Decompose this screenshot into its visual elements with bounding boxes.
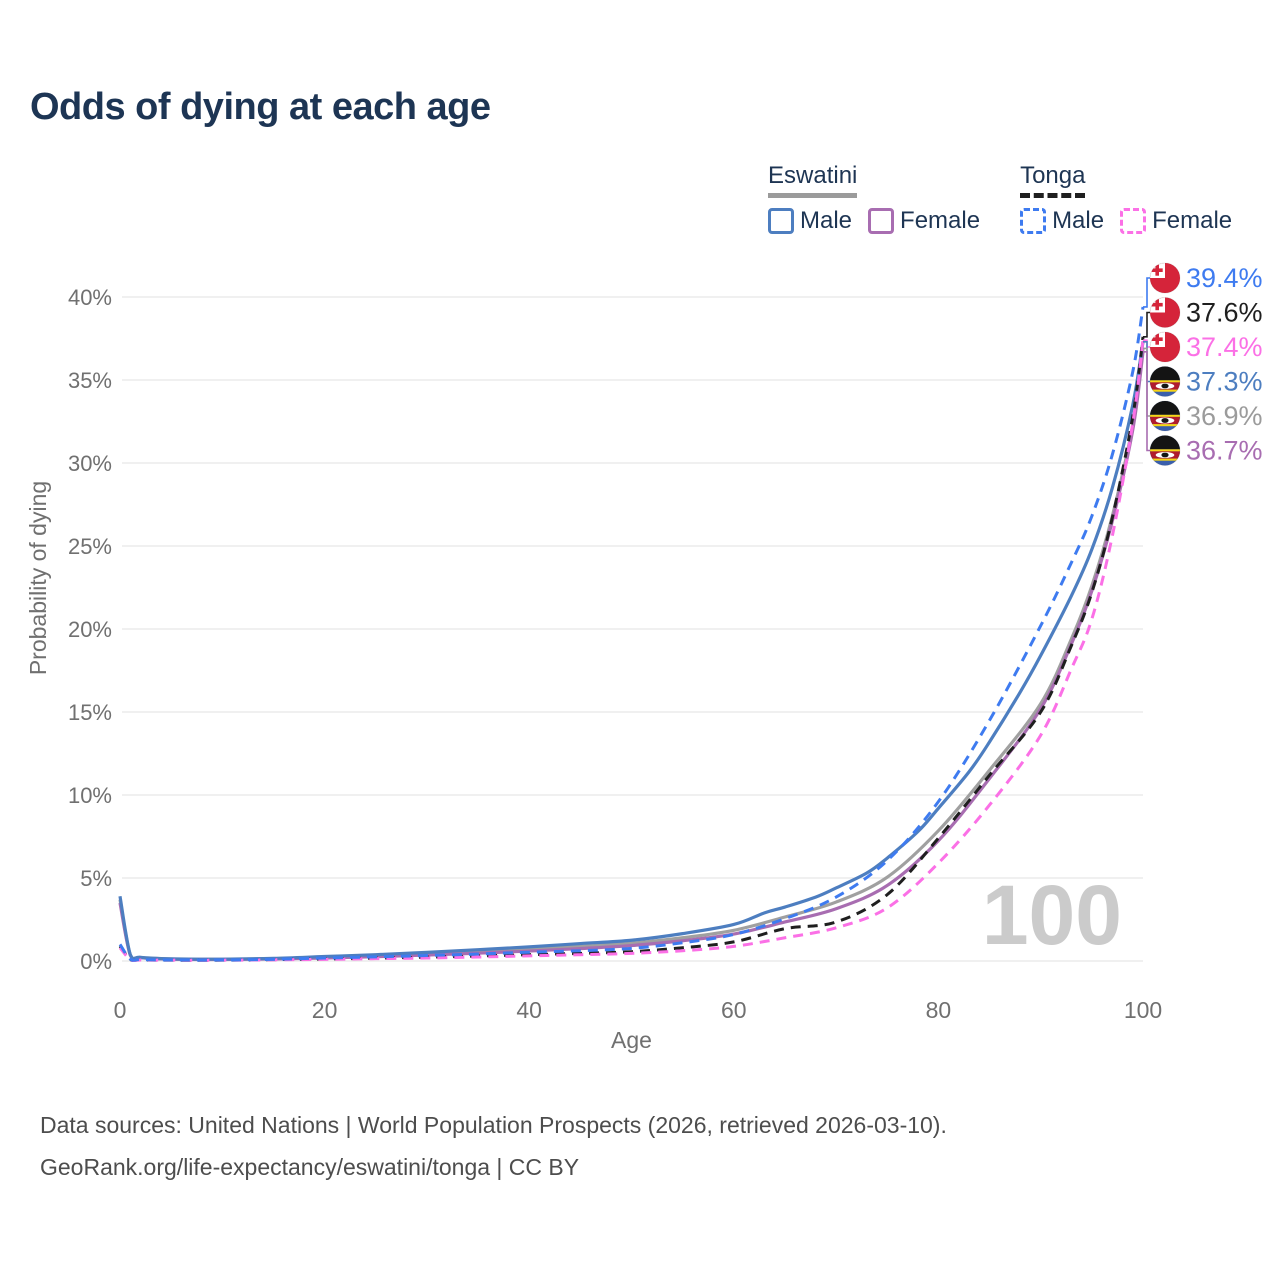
- legend-country-linestyle-swatch: [768, 193, 858, 198]
- x-tick-label: 100: [1124, 997, 1162, 1023]
- age-counter-watermark: 100: [982, 868, 1122, 962]
- page-title: Odds of dying at each age: [30, 86, 491, 128]
- end-label-value: 39.4%: [1186, 263, 1263, 293]
- end-label-eswatini-female: 36.7%: [1143, 350, 1263, 466]
- y-tick-label: 35%: [68, 368, 112, 393]
- label-connector: [1143, 311, 1150, 338]
- y-tick-label: 15%: [68, 700, 112, 725]
- y-tick-label: 30%: [68, 451, 112, 476]
- end-label-value: 37.6%: [1186, 298, 1263, 328]
- y-tick-label: 5%: [80, 866, 112, 891]
- y-axis-title: Probability of dying: [25, 481, 51, 675]
- y-tick-label: 20%: [68, 617, 112, 642]
- end-label-value: 36.7%: [1186, 436, 1263, 466]
- checkbox-icon[interactable]: [868, 208, 895, 234]
- legend-item-label: Male: [1052, 207, 1105, 234]
- x-axis-title: Age: [611, 1027, 652, 1053]
- legend-checkbox-eswatini-female[interactable]: Female: [868, 207, 980, 235]
- checkbox-icon[interactable]: [1120, 208, 1147, 234]
- legend: Eswatini Male Female Tonga Male Female: [768, 162, 1232, 235]
- end-label-eswatini-total: 36.9%: [1143, 347, 1263, 432]
- footer-data-sources: Data sources: United Nations | World Pop…: [40, 1112, 947, 1138]
- label-connector: [1143, 350, 1150, 452]
- legend-checkbox-tonga-male[interactable]: Male: [1020, 207, 1104, 235]
- x-tick-label: 60: [721, 997, 747, 1023]
- series-line-tonga-male: [118, 306, 1145, 962]
- legend-country-eswatini: Eswatini: [768, 162, 858, 198]
- eswatini-flag-icon: [1150, 435, 1180, 466]
- label-connector: [1143, 277, 1150, 308]
- legend-group-tonga: Tonga Male Female: [1020, 162, 1232, 235]
- y-tick-label: 10%: [68, 783, 112, 808]
- x-tick-label: 20: [312, 997, 338, 1023]
- end-label-tonga-male: 39.4%: [1143, 262, 1263, 308]
- checkbox-icon[interactable]: [1020, 208, 1047, 234]
- series-line-eswatini-male: [118, 341, 1145, 961]
- legend-item-label: Female: [1152, 207, 1233, 234]
- series-line-tonga-total: [118, 336, 1145, 962]
- end-label-value: 37.4%: [1186, 332, 1263, 362]
- x-tick-label: 40: [516, 997, 542, 1023]
- y-tick-label: 40%: [68, 285, 112, 310]
- legend-group-eswatini: Eswatini Male Female: [768, 162, 980, 235]
- footer: Data sources: United Nations | World Pop…: [40, 1104, 947, 1188]
- eswatini-flag-icon: [1150, 401, 1180, 431]
- legend-item-label: Male: [800, 207, 853, 234]
- y-tick-label: 25%: [68, 534, 112, 559]
- end-label-tonga-total: 37.6%: [1143, 297, 1263, 338]
- footer-attribution: GeoRank.org/life-expectancy/eswatini/ton…: [40, 1154, 580, 1180]
- end-label-tonga-female: 37.4%: [1143, 331, 1263, 363]
- legend-item-label: Female: [900, 207, 981, 234]
- eswatini-flag-icon: [1150, 366, 1180, 397]
- y-tick-label: 0%: [80, 949, 112, 974]
- checkbox-icon[interactable]: [768, 208, 794, 234]
- legend-country-label: Tonga: [1020, 162, 1086, 189]
- legend-country-linestyle-swatch: [1020, 193, 1086, 198]
- legend-checkbox-eswatini-male[interactable]: Male: [768, 207, 852, 235]
- tonga-flag-icon: [1150, 263, 1180, 293]
- x-tick-label: 80: [926, 997, 952, 1023]
- legend-checkbox-tonga-female[interactable]: Female: [1120, 207, 1232, 235]
- x-tick-label: 0: [114, 997, 127, 1023]
- legend-country-label: Eswatini: [768, 162, 858, 189]
- end-label-value: 36.9%: [1186, 401, 1263, 431]
- end-label-eswatini-male: 37.3%: [1143, 341, 1263, 397]
- end-label-value: 37.3%: [1186, 367, 1263, 397]
- legend-country-tonga: Tonga: [1020, 162, 1086, 198]
